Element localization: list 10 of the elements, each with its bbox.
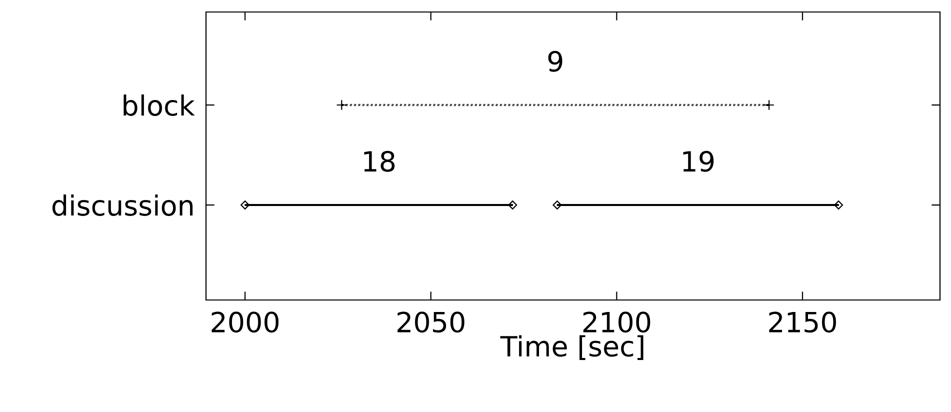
x-tick-label: 2100: [583, 312, 650, 333]
annotation: 9: [548, 50, 562, 72]
x-tick-label: 2050: [398, 312, 464, 333]
annotation: 19: [683, 150, 714, 172]
y-tick-label: block: [124, 94, 195, 116]
x-axis-title: Time [sec]: [500, 335, 644, 360]
annotation: 18: [364, 150, 395, 172]
x-tick-label: 2150: [769, 312, 836, 333]
x-tick-label: 2000: [212, 312, 279, 333]
y-tick-label: discussion: [52, 194, 193, 216]
